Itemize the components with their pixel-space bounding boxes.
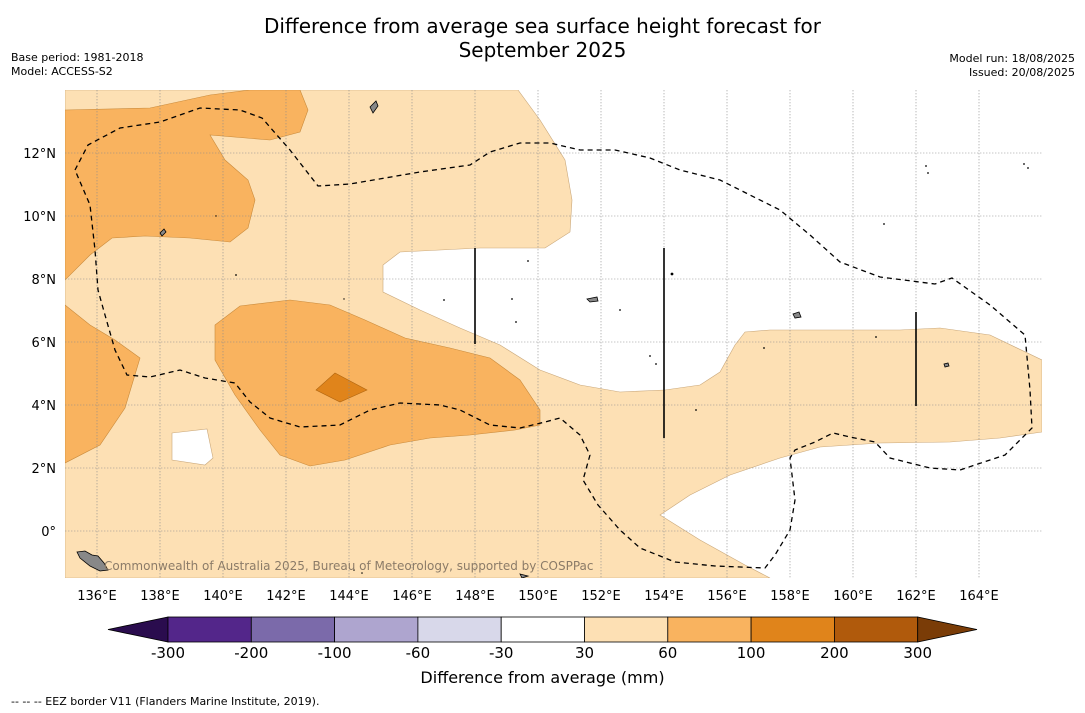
- atolls: [215, 163, 1029, 574]
- colorbar-segment: [750, 616, 835, 643]
- anomaly-60-100-west: [65, 304, 141, 464]
- model-run: Model run: 18/08/2025: [949, 52, 1075, 65]
- lat-label: 4°N: [32, 399, 57, 414]
- lon-label: 144°E: [329, 589, 369, 604]
- colorbar-tick-label: -200: [234, 644, 268, 662]
- colorbar-tick-label: 60: [658, 644, 677, 662]
- lon-label: 150°E: [518, 589, 558, 604]
- colorbar-segment: [500, 616, 585, 643]
- lat-label: 0°: [41, 525, 56, 540]
- title-line-1: Difference from average sea surface heig…: [263, 14, 822, 38]
- colorbar-segment: [334, 616, 419, 643]
- lon-label: 162°E: [896, 589, 936, 604]
- colorbar-tick-label: -30: [489, 644, 514, 662]
- lon-label: 156°E: [707, 589, 747, 604]
- lon-label: 138°E: [140, 589, 180, 604]
- lat-label: 12°N: [23, 147, 56, 162]
- colorbar-extend-low: [107, 616, 169, 643]
- copyright-watermark: Commonwealth of Australia 2025, Bureau o…: [104, 559, 594, 573]
- lat-label: 2°N: [32, 462, 57, 477]
- island-yap: [369, 100, 379, 114]
- colorbar-segment: [584, 616, 669, 643]
- colorbar-segment: [167, 616, 252, 643]
- colorbar-tick-label: -60: [406, 644, 431, 662]
- colorbar-segment: [834, 616, 919, 643]
- longitude-labels: 136°E 138°E 140°E 142°E 144°E 146°E 148°E 150°E…: [77, 589, 999, 604]
- lon-label: 154°E: [644, 589, 684, 604]
- anomaly-60-100-central: [214, 299, 541, 467]
- latitude-labels: 12°N 10°N 8°N 6°N 4°N 2°N 0°: [23, 147, 56, 540]
- colorbar-segment: [667, 616, 752, 643]
- colorbar-title: Difference from average (mm): [420, 668, 665, 687]
- anomaly-60-100-northwest: [65, 90, 309, 281]
- islands: [76, 100, 950, 578]
- lon-label: 136°E: [77, 589, 117, 604]
- issued-date: Issued: 20/08/2025: [968, 66, 1075, 79]
- colorbar-tick-label: 300: [903, 644, 932, 662]
- meta-right: Model run: 18/08/2025 Issued: 20/08/2025: [949, 52, 1075, 80]
- model-name: Model: ACCESS-S2: [11, 65, 113, 78]
- gridlines-meridians: [96, 90, 980, 578]
- gridlines-parallels: [65, 152, 1042, 532]
- lon-label: 142°E: [266, 589, 306, 604]
- lon-label: 152°E: [581, 589, 621, 604]
- map-plot-area: Commonwealth of Australia 2025, Bureau o…: [65, 90, 1042, 578]
- map-title: Difference from average sea surface heig…: [0, 14, 1085, 62]
- colorbar-tick-label: -100: [318, 644, 352, 662]
- lon-label: 160°E: [833, 589, 873, 604]
- eez-footnote: -- -- -- EEZ border V11 (Flanders Marine…: [11, 695, 320, 708]
- lat-label: 10°N: [23, 210, 56, 225]
- island-pohnpei: [792, 311, 802, 319]
- base-period: Base period: 1981-2018: [11, 51, 144, 64]
- lon-label: 146°E: [392, 589, 432, 604]
- title-line-2: September 2025: [458, 38, 627, 62]
- colorbar-tick-label: -300: [151, 644, 185, 662]
- lon-label: 158°E: [770, 589, 810, 604]
- island-truk: [586, 296, 599, 303]
- colorbar-tick-label: 30: [575, 644, 594, 662]
- lon-label: 148°E: [455, 589, 495, 604]
- anomaly-100-200-blob: [315, 372, 368, 403]
- colorbar-extend-high: [917, 616, 978, 643]
- meta-left: Base period: 1981-2018 Model: ACCESS-S2: [11, 51, 143, 79]
- colorbar-tick-label: 200: [820, 644, 849, 662]
- lat-label: 8°N: [32, 273, 57, 288]
- island-kosrae: [943, 362, 950, 368]
- island-manus: [519, 573, 530, 578]
- colorbar-tick-label: 100: [737, 644, 766, 662]
- colorbar-segment: [250, 616, 336, 643]
- island-new-guinea-tip: [76, 550, 109, 572]
- anomaly-hole-west: [171, 428, 214, 466]
- island-palau: [159, 228, 167, 237]
- lat-label: 6°N: [32, 336, 57, 351]
- colorbar-segment: [417, 616, 502, 643]
- zone-marker-lines: [474, 248, 917, 438]
- colorbar: -300 -200 -100 -60 -30 30 60 100 200 300: [107, 616, 978, 662]
- lon-label: 164°E: [959, 589, 999, 604]
- lon-label: 140°E: [203, 589, 243, 604]
